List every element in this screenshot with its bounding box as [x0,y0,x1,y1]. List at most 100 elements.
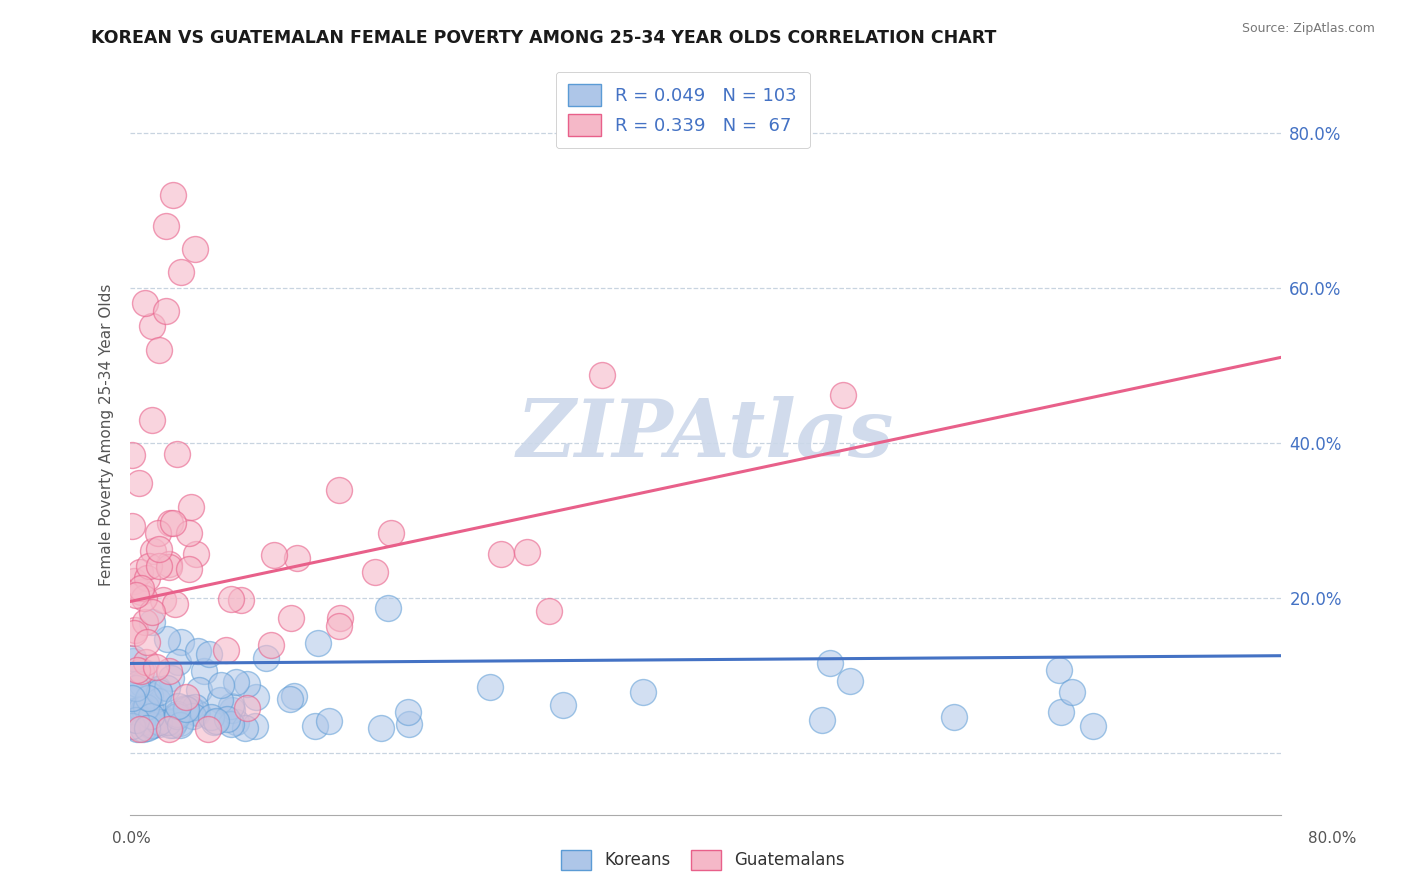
Point [1081,719,1104,733]
Point [839,674,862,689]
Point [155,304,177,318]
Point [537,603,560,617]
Point [166,447,188,461]
Point [263,548,285,562]
Point [254,651,277,665]
Point [132,665,155,679]
Y-axis label: Female Poverty Among 25-34 Year Olds: Female Poverty Among 25-34 Year Olds [100,284,114,586]
Point [124,706,146,720]
Point [166,706,188,721]
Point [177,525,200,540]
Point [233,721,256,735]
Point [328,483,350,498]
Point [125,714,148,728]
Point [127,677,149,691]
Point [166,698,188,713]
Point [162,187,184,202]
Point [135,699,157,714]
Point [135,721,157,735]
Point [186,547,208,561]
Point [129,702,152,716]
Point [132,715,155,730]
Point [188,682,211,697]
Point [163,597,186,611]
Point [159,671,181,685]
Point [121,690,143,705]
Point [124,623,146,637]
Point [208,693,231,707]
Point [138,559,160,574]
Point [139,688,162,702]
Point [136,691,159,706]
Point [229,592,252,607]
Point [148,714,170,729]
Point [155,219,177,233]
Point [170,635,193,649]
Point [304,719,326,733]
Point [141,709,163,723]
Point [197,723,219,737]
Point [139,704,162,718]
Point [128,566,150,580]
Point [148,343,170,357]
Point [225,714,247,729]
Point [1047,663,1070,677]
Point [200,710,222,724]
Text: ZIPAtlas: ZIPAtlas [517,396,894,474]
Point [174,700,197,714]
Point [141,718,163,732]
Point [121,719,143,733]
Point [278,692,301,706]
Text: 0.0%: 0.0% [112,831,152,846]
Point [215,643,238,657]
Point [184,242,207,256]
Point [163,714,186,729]
Point [141,413,163,427]
Point [125,588,148,602]
Point [157,723,180,737]
Point [146,526,169,541]
Point [121,448,143,462]
Point [215,712,238,726]
Point [131,700,153,714]
Point [591,368,613,382]
Point [209,678,232,692]
Point [141,605,163,619]
Point [122,574,145,589]
Point [186,706,208,720]
Point [128,723,150,737]
Point [396,705,419,719]
Point [159,516,181,530]
Point [631,685,654,699]
Point [121,518,143,533]
Point [125,663,148,677]
Point [148,559,170,574]
Point [136,571,159,585]
Point [121,704,143,718]
Point [157,558,180,572]
Point [136,635,159,649]
Point [125,681,148,696]
Point [169,715,191,730]
Point [170,265,193,279]
Point [184,700,207,714]
Point [135,698,157,713]
Point [943,710,966,724]
Point [129,665,152,679]
Point [135,655,157,669]
Point [159,717,181,731]
Point [145,660,167,674]
Point [174,690,197,705]
Point [219,716,242,731]
Point [132,723,155,737]
Point [134,591,156,605]
Point [187,644,209,658]
Point [328,611,350,625]
Point [1060,685,1083,699]
Point [167,655,190,669]
Point [129,706,152,720]
Point [364,565,387,579]
Point [818,656,841,670]
Point [165,714,187,729]
Point [553,698,575,713]
